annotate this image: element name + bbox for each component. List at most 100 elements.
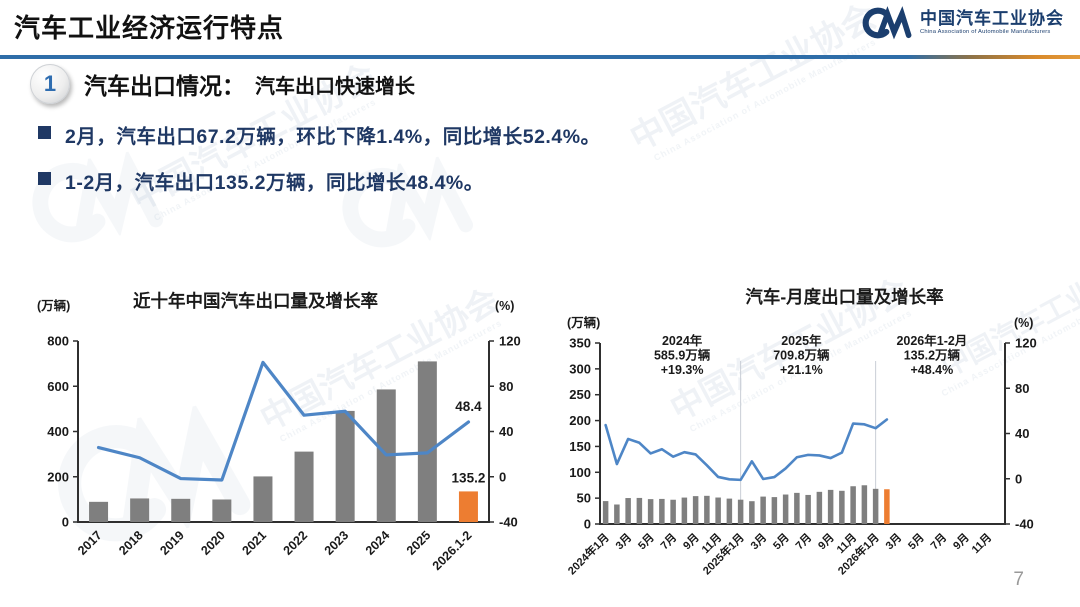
right-tick-label: -40 (499, 515, 518, 530)
left-tick-label: 600 (47, 379, 69, 394)
left-tick-label: 300 (569, 361, 591, 376)
logo-org-name-en: China Association of Automobile Manufact… (920, 29, 1051, 36)
bar-2020 (212, 499, 232, 522)
x-axis-label: 2018 (116, 528, 146, 558)
bar-2026.1-2 (458, 491, 478, 522)
chart-title: 近十年中国汽车出口量及增长率 (133, 291, 378, 311)
bar-2026年1月 (872, 488, 879, 524)
x-axis-label: 11月 (969, 531, 994, 556)
left-axis-unit: (万辆) (37, 298, 70, 313)
x-axis-label: 5月 (770, 531, 791, 552)
growth-rate-line (96, 360, 471, 482)
x-axis-label: 3月 (613, 531, 634, 552)
bar-2025年11月 (850, 486, 856, 524)
bar-2021 (253, 476, 273, 522)
bar-2022 (294, 451, 314, 522)
bar-2019 (171, 498, 191, 522)
annotation-line: 135.2万辆 (904, 348, 961, 363)
left-tick-label: 200 (47, 469, 69, 484)
x-axis-label: 2022 (281, 528, 311, 558)
bar-2024年10月 (704, 495, 710, 524)
page-title: 汽车工业经济运行特点 (14, 13, 285, 43)
left-tick-label: 0 (584, 517, 591, 532)
bar-2018 (130, 498, 150, 522)
right-axis-unit: (%) (1014, 316, 1033, 330)
right-tick-label: 80 (1015, 381, 1029, 396)
bar-2024年11月 (715, 497, 721, 524)
bar-value-label: 135.2 (452, 470, 486, 485)
bar-2024年8月 (681, 497, 688, 524)
bar-2024年4月 (636, 497, 643, 524)
bar-2024年6月 (659, 498, 665, 524)
bar-2025年7月 (805, 494, 811, 524)
bar-2025年10月 (839, 490, 845, 524)
line-value-label: 48.4 (455, 399, 482, 414)
monthly-export-chart-svg: 汽车-月度出口量及增长率 (万辆) (%) 0 50 100 150 200 250 300 350… (565, 287, 1037, 577)
right-tick-label: 40 (1015, 426, 1029, 441)
bar-2024年3月 (625, 498, 631, 524)
bar-2017 (89, 501, 109, 522)
caam-logo: 中国汽车工业协会 China Association of Automobile… (854, 5, 1064, 41)
bullet-text: 2月，汽车出口67.2万辆，环比下降1.4%，同比增长52.4%。 (65, 126, 601, 148)
section-number-badge: 1 (30, 64, 70, 104)
annotation-line: +21.1% (780, 363, 823, 377)
bar-2023 (335, 410, 355, 522)
x-axis-label: 3月 (748, 531, 769, 552)
x-axis-label: 2020 (198, 528, 228, 558)
x-axis-label: 7月 (793, 531, 814, 552)
left-tick-label: 50 (577, 491, 591, 506)
bar-2025年2月 (749, 501, 755, 524)
bar-2025年3月 (760, 496, 766, 524)
bar-2025年5月 (782, 494, 789, 524)
annotation-line: +19.3% (661, 363, 704, 377)
bar-2025 (417, 361, 437, 522)
annotation-line: 2026年1-2月 (896, 333, 967, 348)
x-axis-label: 2024年1月 (565, 530, 612, 577)
bar-2025年6月 (794, 492, 800, 524)
bullet-item: 2月，汽车出口67.2万辆，环比下降1.4%，同比增长52.4%。 (38, 120, 601, 149)
header-divider (0, 55, 1080, 59)
right-tick-label: 0 (499, 469, 506, 484)
x-axis-label: 2023 (322, 528, 352, 558)
x-axis-label: 9月 (950, 531, 971, 552)
bullet-square-icon (38, 126, 51, 139)
bar-2025年1月 (737, 499, 744, 524)
page-number: 7 (1013, 569, 1024, 590)
x-axis-label: 3月 (883, 531, 904, 552)
bar-2024年12月 (726, 498, 733, 524)
watermark: 中国汽车工业协会 China Association of Automobile … (624, 0, 883, 164)
growth-rate-line (604, 418, 889, 482)
annotation-line: 2025年 (781, 333, 822, 348)
monthly-export-chart: 汽车-月度出口量及增长率 (万辆) (%) 0 50 100 150 200 250 300 350… (555, 283, 1065, 605)
x-axis-label: 5月 (635, 531, 656, 552)
bar-2025年8月 (816, 491, 823, 524)
bullet-text: 1-2月，汽车出口135.2万辆，同比增长48.4%。 (65, 172, 484, 194)
left-axis-unit: (万辆) (567, 315, 600, 330)
left-tick-label: 800 (47, 334, 69, 349)
right-tick-label: 120 (1015, 336, 1037, 351)
logo-org-name: 中国汽车工业协会 (920, 9, 1064, 29)
x-axis-label: 2017 (75, 528, 105, 558)
annotation-line: 2024年 (662, 333, 703, 348)
right-tick-label: 40 (499, 424, 513, 439)
annual-export-chart-svg: 近十年中国汽车出口量及增长率 (万辆) (%) 0 200 400 600 800 -40 0 40… (37, 291, 521, 573)
left-tick-label: 250 (569, 387, 591, 402)
bar-2025年9月 (827, 489, 834, 524)
bar-2025年4月 (771, 497, 778, 524)
x-axis-label: 7月 (928, 531, 949, 552)
x-axis-label: 2021 (240, 528, 270, 558)
bar-2024年5月 (647, 499, 654, 524)
x-axis-label: 2026.1-2 (430, 528, 475, 573)
right-axis-unit: (%) (495, 299, 514, 313)
left-tick-label: 200 (569, 413, 591, 428)
bar-2024年7月 (670, 499, 676, 524)
annual-export-chart: 近十年中国汽车出口量及增长率 (万辆) (%) 0 200 400 600 800 -40 0 40… (28, 283, 526, 605)
x-axis-label: 9月 (815, 531, 836, 552)
right-tick-label: 0 (1015, 471, 1022, 486)
bullet-item: 1-2月，汽车出口135.2万辆，同比增长48.4%。 (38, 166, 601, 195)
bar-2024年2月 (614, 504, 620, 524)
annotation-line: 585.9万辆 (654, 348, 711, 363)
bar-2024年1月 (602, 501, 609, 524)
section-heading: 汽车出口情况： (84, 73, 245, 99)
